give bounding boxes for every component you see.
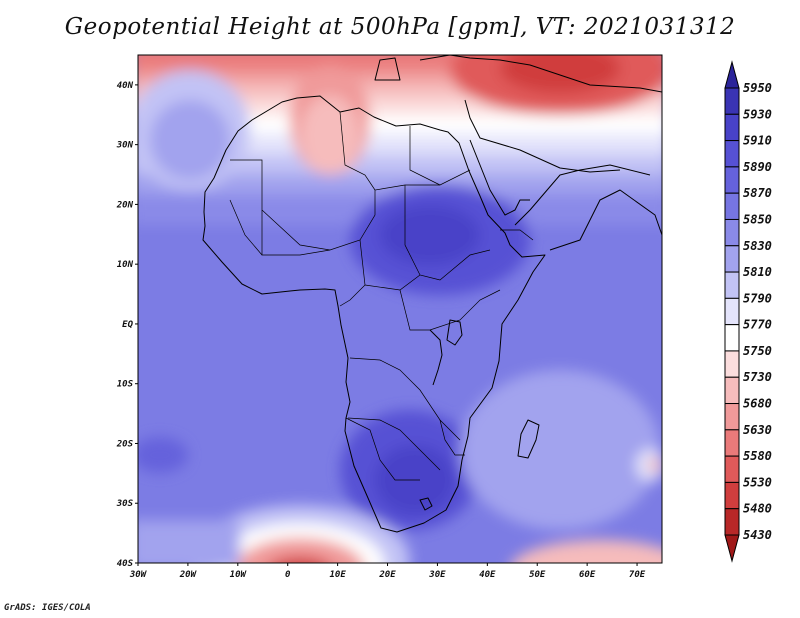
lon-label: 10W bbox=[230, 570, 248, 580]
country-borders bbox=[202, 55, 662, 533]
colorbar-swatch bbox=[724, 350, 740, 378]
colorbar-label: 5530 bbox=[743, 475, 772, 489]
colorbar-swatch bbox=[724, 166, 740, 194]
colorbar-swatch bbox=[724, 271, 740, 299]
colorbar-swatch bbox=[724, 245, 740, 273]
colorbar-label: 5750 bbox=[743, 344, 772, 358]
lon-label: 40E bbox=[479, 570, 496, 580]
map-title: Geopotential Height at 500hPa [gpm], VT:… bbox=[64, 14, 736, 40]
colorbar-swatch bbox=[724, 455, 740, 483]
colorbar-swatch bbox=[724, 140, 740, 168]
colorbar-label: 5910 bbox=[743, 134, 772, 148]
lon-label: 20E bbox=[378, 570, 396, 580]
colorbar-swatch bbox=[724, 429, 740, 457]
latitude-axis: 40N 30N 20N 10N EQ 10S 20S 30S 40S bbox=[116, 81, 138, 569]
colorbar-swatch bbox=[724, 113, 740, 142]
colorbar: 5950 5930 5910 5890 5870 5850 5830 5810 5790 5770… bbox=[724, 60, 772, 563]
lat-label: 10N bbox=[117, 260, 134, 270]
colorbar-swatch bbox=[724, 481, 740, 510]
colorbar-label: 5870 bbox=[743, 186, 772, 200]
colorbar-swatch bbox=[724, 192, 740, 220]
colorbar-label: 5810 bbox=[743, 265, 772, 279]
colorbar-label: 5480 bbox=[743, 502, 772, 516]
lon-label: 70E bbox=[629, 570, 646, 580]
lat-label: 40S bbox=[117, 559, 134, 569]
colorbar-label: 5430 bbox=[743, 528, 772, 542]
colorbar-swatch bbox=[724, 87, 740, 115]
colorbar-max-arrow bbox=[724, 60, 740, 89]
lon-label: 60E bbox=[579, 570, 596, 580]
colorbar-swatch bbox=[724, 297, 740, 326]
colorbar-label: 5730 bbox=[743, 370, 772, 384]
colorbar-label: 5770 bbox=[743, 318, 772, 332]
colorbar-label: 5680 bbox=[743, 397, 772, 411]
colorbar-swatch bbox=[724, 324, 740, 352]
lon-label: 50E bbox=[529, 570, 546, 580]
lat-label: EQ bbox=[122, 320, 133, 330]
lat-label: 10S bbox=[117, 380, 134, 390]
colorbar-label: 5790 bbox=[743, 291, 772, 305]
colorbar-swatch bbox=[724, 218, 740, 247]
colorbar-swatch bbox=[724, 376, 740, 405]
colorbar-label: 5930 bbox=[743, 107, 772, 121]
height-field bbox=[138, 55, 662, 563]
lat-label: 40N bbox=[117, 81, 134, 91]
colorbar-label: 5580 bbox=[743, 449, 772, 463]
lon-label: 30E bbox=[428, 570, 446, 580]
lat-label: 20S bbox=[116, 439, 134, 449]
colorbar-swatch bbox=[724, 403, 740, 431]
longitude-axis: 30W 20W 10W 0 10E 20E 30E 40E 50E 60E 70E bbox=[129, 563, 646, 580]
colorbar-label: 5890 bbox=[743, 160, 772, 174]
lat-label: 20N bbox=[116, 200, 134, 210]
colorbar-label: 5950 bbox=[743, 81, 772, 95]
colorbar-label: 5630 bbox=[743, 423, 772, 437]
colorbar-label: 5830 bbox=[743, 239, 772, 253]
lat-label: 30N bbox=[116, 141, 134, 151]
lon-label: 30W bbox=[129, 570, 148, 580]
grads-credit: GrADS: IGES/COLA bbox=[4, 603, 91, 613]
colorbar-min-arrow bbox=[724, 534, 740, 563]
lon-label: 0 bbox=[285, 570, 291, 580]
lat-label: 30S bbox=[116, 499, 134, 509]
colorbar-swatch bbox=[724, 508, 740, 536]
lon-label: 10E bbox=[329, 570, 346, 580]
colorbar-label: 5850 bbox=[743, 212, 772, 226]
plot-frame bbox=[137, 54, 663, 564]
lon-label: 20W bbox=[179, 570, 198, 580]
